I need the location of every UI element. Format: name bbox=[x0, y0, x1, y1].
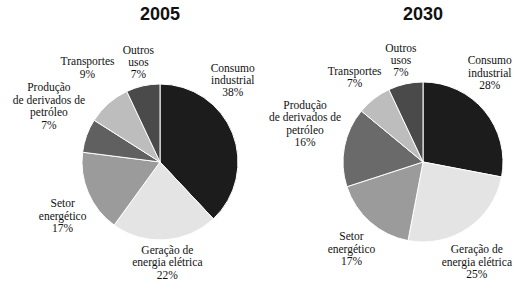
slice-label-text: Consumoindustrial28% bbox=[468, 54, 512, 91]
slice-label-text: Consumoindustrial38% bbox=[211, 62, 255, 99]
value-label: 7% bbox=[41, 119, 57, 131]
category-label: Setor bbox=[339, 230, 363, 242]
category-label: usos bbox=[128, 56, 149, 68]
slice-label: Consumoindustrial28% bbox=[468, 54, 512, 91]
category-label: Outros bbox=[123, 44, 155, 56]
slice-label: Setorenergético17% bbox=[39, 197, 87, 234]
slice-label-text: Setorenergético17% bbox=[39, 197, 87, 234]
pie-slice bbox=[127, 84, 160, 162]
slice-label: Geração deenergia elétrica25% bbox=[442, 243, 512, 280]
pie-chart: 2005 Consumoindustrial38% Geração deenergi… bbox=[13, 4, 255, 281]
slices bbox=[82, 84, 238, 240]
value-label: 38% bbox=[222, 86, 244, 98]
slice-label: Produçãode derivados depetróleo16% bbox=[269, 99, 341, 148]
slice-label: Outrosusos7% bbox=[123, 44, 155, 81]
slice-label-text: Transportes9% bbox=[61, 55, 115, 79]
value-label: 17% bbox=[52, 222, 74, 234]
slice-labels: Consumoindustrial28% Geração deenergia el… bbox=[269, 42, 512, 281]
slice-label: Produçãode derivados depetróleo7% bbox=[13, 81, 85, 130]
pie-slice bbox=[423, 82, 503, 177]
chart-title: 2030 bbox=[403, 4, 443, 24]
category-label: Outros bbox=[385, 42, 417, 54]
category-label: petróleo bbox=[286, 124, 324, 137]
slice-label-text: Setorenergético17% bbox=[328, 230, 376, 267]
category-label: energético bbox=[328, 243, 376, 256]
slice-label: Outrosusos7% bbox=[385, 42, 417, 79]
value-label: 22% bbox=[157, 269, 179, 281]
pie-chart: 2030 Consumoindustrial28% Geração deenergi… bbox=[269, 4, 512, 280]
slice-label-text: Produçãode derivados depetróleo16% bbox=[269, 99, 341, 148]
category-label: energia elétrica bbox=[132, 256, 202, 269]
category-label: Transportes bbox=[61, 55, 115, 68]
category-label: de derivados de bbox=[13, 94, 85, 106]
chart-title: 2005 bbox=[140, 4, 180, 24]
slice-label: Setorenergético17% bbox=[328, 230, 376, 267]
pie-slice bbox=[82, 152, 160, 225]
category-label: energético bbox=[39, 210, 87, 223]
pie-slice bbox=[389, 82, 423, 162]
category-label: Consumo bbox=[468, 54, 512, 66]
category-label: energia elétrica bbox=[442, 256, 512, 269]
slice-label: Transportes9% bbox=[61, 55, 115, 79]
pie-slice bbox=[408, 162, 502, 242]
category-label: Produção bbox=[27, 81, 71, 94]
slice-label-text: Outrosusos7% bbox=[123, 44, 155, 81]
category-label: usos bbox=[391, 54, 412, 66]
category-label: Setor bbox=[50, 197, 74, 209]
value-label: 7% bbox=[347, 77, 363, 89]
slice-label-text: Geração deenergia elétrica25% bbox=[442, 243, 512, 280]
value-label: 25% bbox=[466, 268, 488, 280]
category-label: de derivados de bbox=[269, 111, 341, 123]
slice-label: Transportes7% bbox=[328, 65, 382, 89]
slice-label: Consumoindustrial38% bbox=[211, 62, 255, 99]
category-label: Consumo bbox=[211, 62, 255, 74]
slice-label: Geração deenergia elétrica22% bbox=[132, 244, 202, 281]
slices bbox=[343, 82, 503, 242]
category-label: Transportes bbox=[328, 65, 382, 78]
slice-label-text: Outrosusos7% bbox=[385, 42, 417, 79]
slice-label-text: Produçãode derivados depetróleo7% bbox=[13, 81, 85, 130]
value-label: 16% bbox=[294, 136, 316, 148]
category-label: industrial bbox=[211, 74, 254, 86]
value-label: 28% bbox=[479, 79, 501, 91]
value-label: 9% bbox=[80, 68, 96, 80]
chart-canvas: 2005Consumoindustrial38%Geração deenergi… bbox=[0, 0, 514, 293]
category-label: Geração de bbox=[141, 244, 193, 257]
value-label: 17% bbox=[341, 255, 363, 267]
slice-label-text: Transportes7% bbox=[328, 65, 382, 89]
value-label: 7% bbox=[131, 68, 147, 80]
category-label: Geração de bbox=[451, 243, 503, 256]
value-label: 7% bbox=[393, 66, 409, 78]
slice-label-text: Geração deenergia elétrica22% bbox=[132, 244, 202, 281]
category-label: Produção bbox=[283, 99, 327, 112]
slice-labels: Consumoindustrial38% Geração deenergia el… bbox=[13, 44, 255, 281]
category-label: petróleo bbox=[30, 106, 68, 119]
category-label: industrial bbox=[468, 67, 511, 79]
